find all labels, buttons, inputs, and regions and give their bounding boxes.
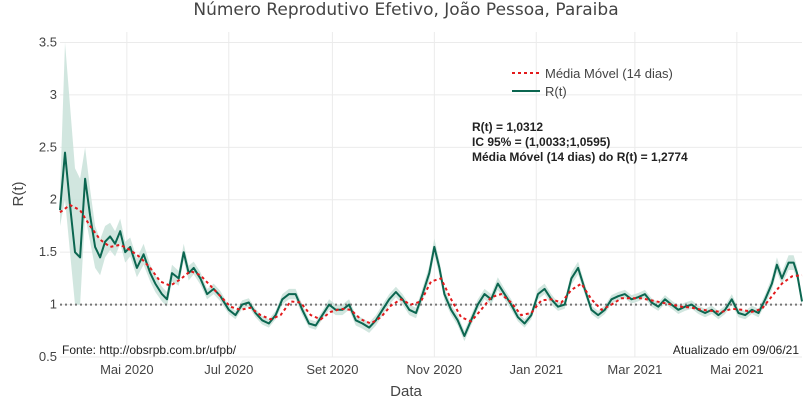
x-tick-label: Set 2020 — [306, 362, 358, 377]
x-tick-label: Jul 2020 — [204, 362, 253, 377]
x-tick-label: Mar 2021 — [607, 362, 662, 377]
annotation-rt-value: R(t) = 1,0312 — [472, 120, 543, 134]
y-tick-label: 2 — [50, 192, 57, 207]
legend-label-rt: R(t) — [545, 84, 567, 99]
annotation-ci: IC 95% = (1,0033;1,0595) — [472, 135, 610, 149]
y-tick-label: 2.5 — [39, 139, 57, 154]
y-axis-title: R(t) — [10, 182, 27, 207]
series-line-rt — [59, 151, 803, 337]
y-axis-ticks: 0.5 1 1.5 2 2.5 3 3.5 — [39, 34, 57, 364]
series-layer — [59, 151, 803, 337]
legend-label-moving-average: Média Móvel (14 dias) — [545, 66, 673, 81]
y-tick-label: 3 — [50, 87, 57, 102]
x-tick-label: Mai 2021 — [710, 362, 763, 377]
footer-source: Fonte: http://obsrpb.com.br/ufpb/ — [62, 343, 237, 357]
confidence-band — [60, 42, 802, 342]
chart-title: Número Reprodutivo Efetivo, João Pessoa,… — [193, 0, 618, 20]
y-tick-label: 1 — [50, 297, 57, 312]
x-tick-label: Jan 2021 — [510, 362, 564, 377]
annotation-moving-average: Média Móvel (14 dias) do R(t) = 1,2774 — [472, 150, 688, 164]
footer-updated: Atualizado em 09/06/21 — [673, 343, 799, 357]
x-tick-label: Nov 2020 — [407, 362, 463, 377]
x-axis-ticks: Mai 2020 Jul 2020 Set 2020 Nov 2020 Jan 2021… — [100, 362, 763, 377]
series-line-moving-average — [59, 203, 803, 325]
confidence-band-layer — [60, 42, 802, 342]
x-axis-title: Data — [390, 383, 422, 400]
x-tick-label: Mai 2020 — [100, 362, 153, 377]
y-tick-label: 0.5 — [39, 349, 57, 364]
legend[interactable]: Média Móvel (14 dias) R(t) — [512, 66, 673, 99]
y-tick-label: 3.5 — [39, 34, 57, 49]
y-tick-label: 1.5 — [39, 244, 57, 259]
